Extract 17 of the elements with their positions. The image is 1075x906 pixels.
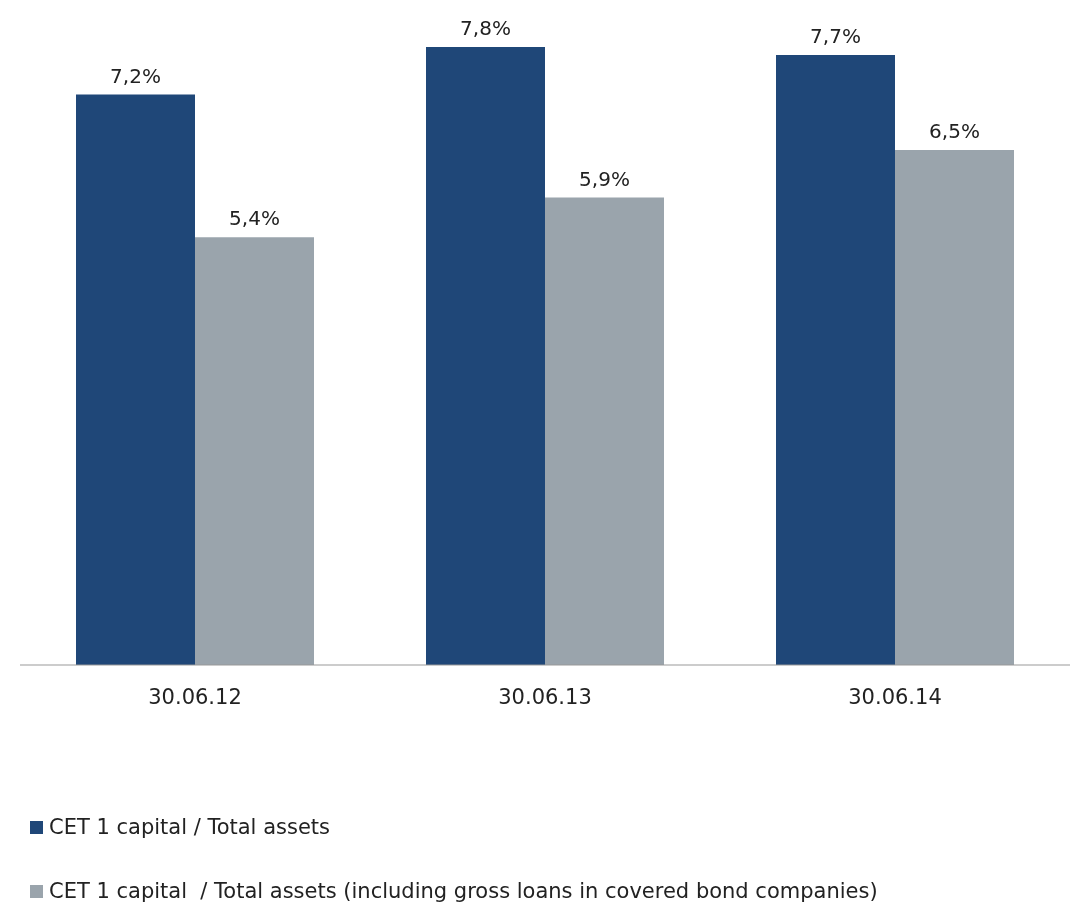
data-label: 7,7%	[810, 23, 861, 48]
bar	[76, 94, 195, 665]
x-tick-label: 30.06.14	[848, 684, 942, 709]
bar	[426, 47, 545, 665]
data-label: 7,8%	[460, 16, 511, 40]
data-label: 5,4%	[229, 206, 280, 231]
bar	[545, 197, 664, 665]
data-label: 7,2%	[110, 63, 161, 88]
data-label: 5,9%	[579, 166, 630, 191]
legend-label: CET 1 capital / Total assets (including gross loans in covered bond companies)	[49, 879, 878, 903]
bar	[895, 150, 1014, 665]
legend-label: CET 1 capital / Total assets	[49, 815, 330, 839]
data-label: 6,5%	[929, 119, 980, 143]
bar	[195, 237, 314, 665]
x-tick-label: 30.06.13	[498, 684, 592, 709]
x-tick-label: 30.06.12	[148, 684, 242, 709]
bar	[776, 54, 895, 665]
